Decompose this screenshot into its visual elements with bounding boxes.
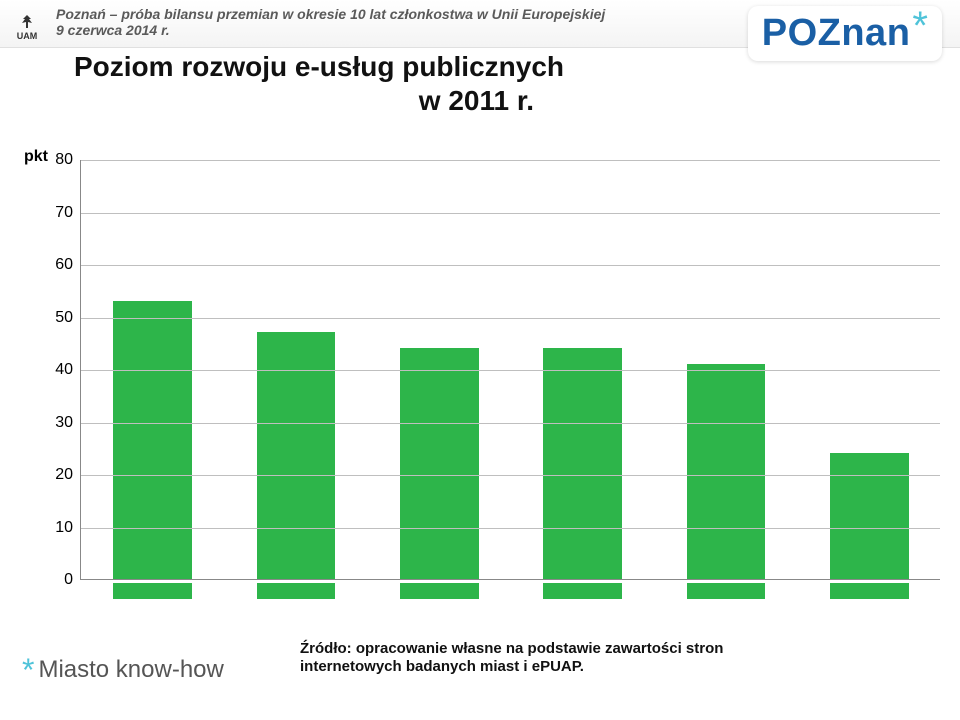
- poznan-logo: POZnan *: [748, 6, 942, 61]
- bar: [113, 301, 192, 579]
- footer-logo: * Miasto know-how: [22, 656, 224, 684]
- logo-text: POZnan: [762, 12, 911, 55]
- source-line1: Źródło: opracowanie własne na podstawie …: [300, 640, 723, 657]
- gridline: [81, 423, 940, 424]
- y-tick: 50: [25, 309, 73, 327]
- header-sub-line2: 9 czerwca 2014 r.: [56, 22, 170, 38]
- x-tick-redacted: [830, 583, 909, 599]
- header-sub-line1: Poznań – próba bilansu przemian w okresi…: [56, 6, 605, 22]
- bar-chart: pkt 01020304050607080: [20, 150, 940, 600]
- gridline: [81, 213, 940, 214]
- y-tick: 10: [25, 519, 73, 537]
- gridline: [81, 160, 940, 161]
- source-line2: internetowych badanych miast i ePUAP.: [300, 658, 584, 675]
- y-tick: 60: [25, 256, 73, 274]
- y-tick: 0: [25, 571, 73, 589]
- uam-eagle-icon: [17, 14, 37, 30]
- y-tick: 40: [25, 361, 73, 379]
- footer-star-icon: *: [22, 658, 34, 682]
- y-tick: 20: [25, 466, 73, 484]
- bar: [687, 364, 766, 579]
- source-note: Źródło: opracowanie własne na podstawie …: [300, 640, 940, 676]
- uam-badge: UAM: [10, 10, 44, 44]
- gridline: [81, 318, 940, 319]
- gridline: [81, 528, 940, 529]
- uam-label: UAM: [17, 31, 38, 41]
- x-tick-redacted: [113, 583, 192, 599]
- bar: [543, 348, 622, 579]
- x-tick-redacted: [543, 583, 622, 599]
- logo-star-icon: *: [912, 12, 928, 40]
- gridline: [81, 265, 940, 266]
- bar: [400, 348, 479, 579]
- y-tick: 70: [25, 204, 73, 222]
- gridline: [81, 475, 940, 476]
- bar: [830, 453, 909, 579]
- gridline: [81, 370, 940, 371]
- footer-text: Miasto know-how: [38, 656, 223, 684]
- x-tick-redacted: [400, 583, 479, 599]
- title-line1: Poziom rozwoju e-usług publicznych: [74, 51, 564, 82]
- x-tick-redacted: [687, 583, 766, 599]
- x-tick-redacted: [257, 583, 336, 599]
- plot-area: 01020304050607080: [80, 160, 940, 580]
- y-tick: 80: [25, 151, 73, 169]
- header-subtitle: Poznań – próba bilansu przemian w okresi…: [56, 6, 605, 38]
- slide-title: Poziom rozwoju e-usług publicznych w 201…: [74, 50, 594, 118]
- y-tick: 30: [25, 414, 73, 432]
- title-line2: w 2011 r.: [74, 84, 594, 118]
